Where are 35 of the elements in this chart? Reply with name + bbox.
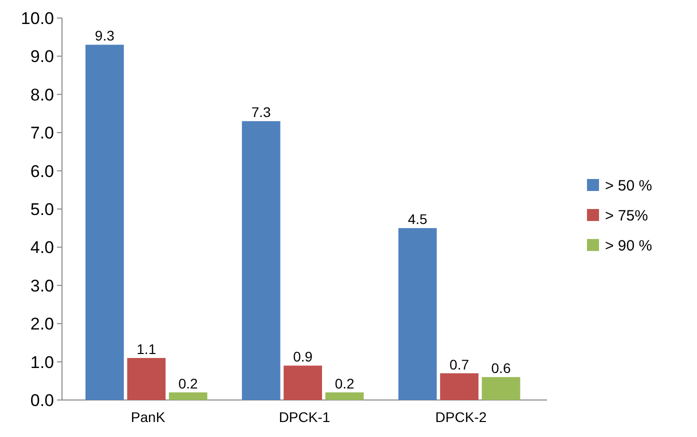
data-label: 1.1 <box>136 340 156 357</box>
y-tick-label: 9.0 <box>30 47 54 66</box>
y-tick-label: 0.0 <box>30 390 54 410</box>
bar <box>168 392 208 400</box>
y-tick-label: 3.0 <box>30 276 54 296</box>
bar <box>398 228 437 400</box>
x-tick-label: DPCK-1 <box>278 409 330 425</box>
bar <box>85 44 124 400</box>
y-tick-label: 4.0 <box>30 238 54 258</box>
legend-label: > 50 % <box>605 177 652 194</box>
x-tick-label: PanK <box>130 409 166 425</box>
bar <box>325 392 364 400</box>
data-label: 4.5 <box>408 211 428 228</box>
y-tick-label: 7.0 <box>30 124 54 143</box>
data-label: 0.2 <box>334 375 354 392</box>
bar <box>482 377 520 400</box>
data-label: 0.7 <box>450 356 470 372</box>
legend-label: > 75% <box>605 207 648 224</box>
y-tick-label: 10.0 <box>20 8 54 28</box>
legend-label: > 90 % <box>605 237 652 254</box>
x-tick-label: DPCK-2 <box>435 409 487 425</box>
bar <box>284 366 322 400</box>
y-tick-label: 5.0 <box>30 200 54 219</box>
data-label: 0.9 <box>293 348 313 365</box>
data-label: 9.3 <box>94 28 115 44</box>
y-tick-label: 1.0 <box>30 352 54 372</box>
bar <box>127 358 166 400</box>
bar <box>440 373 478 400</box>
y-tick-label: 6.0 <box>30 162 54 181</box>
bar <box>242 121 280 400</box>
data-label: 0.2 <box>178 375 198 392</box>
y-tick-label: 2.0 <box>30 314 54 334</box>
data-label: 0.6 <box>491 360 511 376</box>
data-label: 7.3 <box>251 104 272 120</box>
y-tick-label: 8.0 <box>30 85 54 104</box>
